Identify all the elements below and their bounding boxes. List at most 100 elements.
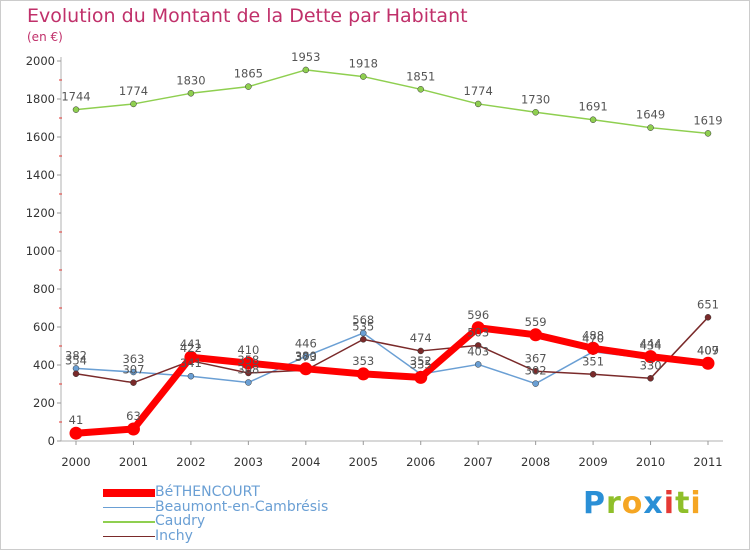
data-point-bethencourt: [241, 356, 255, 370]
y-tick-label: 800: [33, 282, 55, 296]
data-label-bethencourt: 409: [697, 343, 719, 357]
x-tick-label: 2005: [349, 455, 378, 469]
legend-label: Beaumont-en-Cambrésis: [155, 498, 329, 515]
data-point-inchy: [72, 370, 80, 377]
data-label-inchy: 367: [525, 351, 547, 365]
data-point-bethencourt: [356, 367, 370, 381]
logo-letter: P: [583, 486, 606, 521]
legend-item: BéTHENCOURT: [103, 484, 403, 500]
y-tick-label: 1000: [26, 244, 55, 258]
data-label-caudry: 1953: [291, 50, 320, 64]
data-label-caudry: 1730: [521, 92, 550, 106]
data-label-caudry: 1774: [119, 84, 148, 98]
logo-letter: o: [621, 486, 644, 521]
y-tick-label: 1800: [26, 92, 55, 106]
data-label-bethencourt: 410: [237, 343, 259, 357]
logo-letter: r: [606, 486, 622, 521]
proxiti-logo: Proxiti: [583, 486, 702, 521]
data-label-bethencourt: 63: [126, 409, 141, 423]
data-point-inchy: [474, 342, 482, 349]
data-label-beaumont-en-cambresis: 446: [295, 336, 317, 350]
x-tick-label: 2010: [636, 455, 665, 469]
x-tick-label: 2001: [119, 455, 148, 469]
data-label-caudry: 1619: [693, 113, 722, 127]
data-point-bethencourt: [586, 341, 600, 355]
data-label-beaumont-en-cambresis: 568: [352, 313, 374, 327]
data-label-beaumont-en-cambresis: 302: [525, 364, 547, 378]
data-point-caudry: [704, 130, 712, 137]
data-label-beaumont-en-cambresis: 407: [697, 344, 719, 358]
data-point-caudry: [360, 73, 367, 80]
legend-swatch: [103, 521, 155, 523]
data-point-bethencourt: [414, 370, 428, 384]
data-label-bethencourt: 559: [525, 315, 547, 329]
data-label-bethencourt: 444: [640, 337, 662, 351]
data-point-caudry: [187, 90, 195, 97]
legend-label: Caudry: [155, 513, 206, 529]
data-label-caudry: 1774: [464, 84, 493, 98]
data-point-caudry: [302, 66, 310, 74]
x-tick-label: 2011: [693, 455, 722, 469]
data-label-caudry: 1851: [406, 69, 435, 83]
data-label-beaumont-en-cambresis: 352: [410, 354, 432, 368]
y-tick-label: 400: [33, 358, 55, 372]
data-point-beaumont-en-cambresis: [187, 372, 195, 380]
data-point-inchy: [704, 314, 712, 321]
x-tick-label: 2004: [291, 455, 320, 469]
data-label-inchy: 535: [352, 319, 374, 333]
y-tick-label: 1200: [26, 206, 55, 220]
x-tick-label: 2006: [406, 455, 435, 469]
legend-swatch: [103, 535, 155, 537]
data-label-inchy: 351: [582, 354, 604, 368]
data-point-bethencourt: [471, 321, 485, 335]
legend: BéTHENCOURT Beaumont-en-Cambrésis Caudry In…: [103, 484, 403, 544]
legend-item: Inchy: [103, 527, 403, 544]
data-point-inchy: [360, 336, 367, 343]
chart-title: Evolution du Montant de la Dette par Hab…: [27, 5, 468, 27]
data-point-caudry: [417, 86, 424, 93]
data-point-caudry: [474, 100, 482, 108]
chart-subtitle: (en €): [27, 30, 63, 44]
data-label-inchy: 503: [467, 325, 489, 339]
y-tick-label: 200: [33, 396, 55, 410]
data-label-caudry: 1865: [234, 67, 263, 81]
data-point-beaumont-en-cambresis: [474, 361, 482, 368]
data-label-caudry: 1649: [636, 108, 665, 122]
data-point-beaumont-en-cambresis: [302, 353, 310, 360]
y-tick-label: 2000: [26, 54, 55, 68]
data-label-bethencourt: 441: [180, 337, 202, 351]
x-tick-label: 2003: [234, 455, 263, 469]
data-label-bethencourt: 335: [410, 357, 432, 371]
data-label-inchy: 330: [640, 358, 662, 372]
data-label-bethencourt: 41: [69, 413, 84, 427]
data-point-beaumont-en-cambresis: [130, 368, 137, 376]
data-label-bethencourt: 353: [352, 354, 374, 368]
data-label-bethencourt: 380: [295, 349, 317, 363]
x-tick-label: 2009: [578, 455, 607, 469]
legend-label: Inchy: [155, 527, 193, 544]
data-label-bethencourt: 488: [582, 328, 604, 342]
data-label-inchy: 422: [180, 341, 202, 355]
data-point-inchy: [245, 369, 252, 377]
data-point-inchy: [589, 371, 597, 378]
legend-item: Caudry: [103, 513, 403, 529]
y-tick-label: 0: [48, 434, 55, 448]
x-tick-label: 2000: [61, 455, 90, 469]
data-point-bethencourt: [299, 362, 313, 376]
data-label-inchy: 358: [237, 353, 259, 367]
data-point-bethencourt: [644, 350, 658, 364]
data-label-bethencourt: 596: [467, 308, 489, 322]
data-point-inchy: [647, 375, 654, 382]
x-tick-label: 2002: [176, 455, 205, 469]
data-label-beaumont-en-cambresis: 434: [640, 339, 662, 353]
data-label-inchy: 651: [697, 297, 719, 311]
data-label-caudry: 1691: [578, 100, 607, 114]
series-line-caudry: [75, 69, 709, 135]
legend-swatch: [103, 506, 155, 508]
legend-item: Beaumont-en-Cambrésis: [103, 498, 403, 515]
logo-letter: x: [643, 486, 664, 521]
data-label-inchy: 373: [295, 350, 317, 364]
logo-letter: t: [675, 486, 691, 521]
data-point-caudry: [647, 124, 654, 131]
